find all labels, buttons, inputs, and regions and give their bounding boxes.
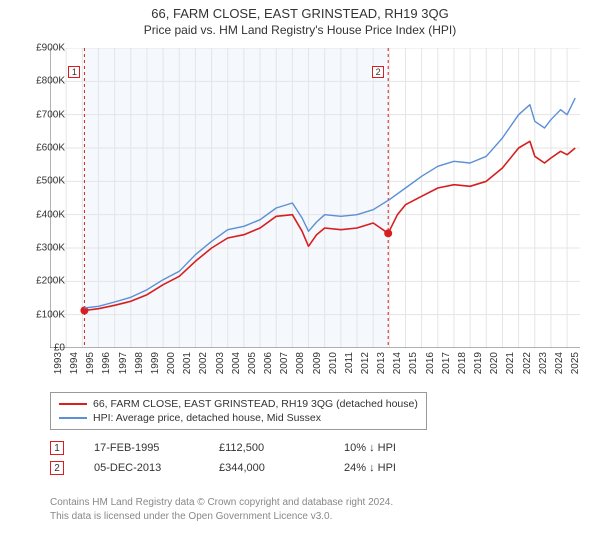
x-tick-label: 2014 xyxy=(392,352,403,374)
x-tick-label: 2004 xyxy=(231,352,242,374)
x-tick-label: 2024 xyxy=(554,352,565,374)
x-tick-label: 1997 xyxy=(118,352,129,374)
legend-label: HPI: Average price, detached house, Mid … xyxy=(93,412,321,424)
event-marker-icon: 1 xyxy=(50,441,64,455)
footnote-line-1: Contains HM Land Registry data © Crown c… xyxy=(50,496,393,510)
x-tick-label: 1995 xyxy=(85,352,96,374)
y-tick-label: £900K xyxy=(15,43,65,54)
chart-subtitle: Price paid vs. HM Land Registry's House … xyxy=(0,21,600,41)
y-tick-label: £800K xyxy=(15,76,65,87)
x-tick-label: 1993 xyxy=(53,352,64,374)
x-tick-label: 1996 xyxy=(101,352,112,374)
x-tick-label: 2006 xyxy=(263,352,274,374)
y-tick-label: £500K xyxy=(15,176,65,187)
x-tick-label: 2001 xyxy=(182,352,193,374)
legend: 66, FARM CLOSE, EAST GRINSTEAD, RH19 3QG… xyxy=(50,392,427,430)
chart-title: 66, FARM CLOSE, EAST GRINSTEAD, RH19 3QG xyxy=(0,0,600,21)
y-tick-label: £700K xyxy=(15,109,65,120)
event-date: 05-DEC-2013 xyxy=(94,462,189,474)
x-tick-label: 2005 xyxy=(247,352,258,374)
x-tick-label: 2013 xyxy=(376,352,387,374)
event-delta: 24% ↓ HPI xyxy=(344,462,439,474)
event-row: 2 05-DEC-2013 £344,000 24% ↓ HPI xyxy=(50,458,439,478)
event-delta: 10% ↓ HPI xyxy=(344,442,439,454)
chart-svg xyxy=(50,48,580,348)
event-price: £112,500 xyxy=(219,442,314,454)
x-tick-label: 2010 xyxy=(328,352,339,374)
y-tick-label: £200K xyxy=(15,276,65,287)
x-tick-label: 2008 xyxy=(295,352,306,374)
legend-label: 66, FARM CLOSE, EAST GRINSTEAD, RH19 3QG… xyxy=(93,398,418,410)
x-tick-label: 2020 xyxy=(489,352,500,374)
event-price: £344,000 xyxy=(219,462,314,474)
x-tick-label: 2002 xyxy=(198,352,209,374)
footnote-line-2: This data is licensed under the Open Gov… xyxy=(50,510,393,524)
x-tick-label: 2011 xyxy=(344,352,355,374)
x-tick-label: 2009 xyxy=(312,352,323,374)
y-tick-label: £600K xyxy=(15,143,65,154)
x-tick-label: 2007 xyxy=(279,352,290,374)
x-tick-label: 2019 xyxy=(473,352,484,374)
x-tick-label: 2003 xyxy=(215,352,226,374)
y-tick-label: £400K xyxy=(15,209,65,220)
event-row: 1 17-FEB-1995 £112,500 10% ↓ HPI xyxy=(50,438,439,458)
footnote: Contains HM Land Registry data © Crown c… xyxy=(50,496,393,523)
chart-container: 66, FARM CLOSE, EAST GRINSTEAD, RH19 3QG… xyxy=(0,0,600,560)
x-tick-label: 1998 xyxy=(134,352,145,374)
event-line-marker: 1 xyxy=(68,66,80,78)
event-line-marker: 2 xyxy=(372,66,384,78)
x-tick-label: 1994 xyxy=(69,352,80,374)
x-tick-label: 2016 xyxy=(425,352,436,374)
x-tick-label: 2015 xyxy=(408,352,419,374)
x-tick-label: 2022 xyxy=(522,352,533,374)
x-tick-label: 2017 xyxy=(441,352,452,374)
chart-plot-area xyxy=(50,48,580,348)
x-tick-label: 2012 xyxy=(360,352,371,374)
legend-item: 66, FARM CLOSE, EAST GRINSTEAD, RH19 3QG… xyxy=(59,397,418,411)
x-tick-label: 1999 xyxy=(150,352,161,374)
event-marker-icon: 2 xyxy=(50,461,64,475)
x-tick-label: 2018 xyxy=(457,352,468,374)
legend-item: HPI: Average price, detached house, Mid … xyxy=(59,411,418,425)
legend-swatch xyxy=(59,417,87,419)
x-tick-label: 2025 xyxy=(570,352,581,374)
y-tick-label: £300K xyxy=(15,243,65,254)
x-tick-label: 2021 xyxy=(505,352,516,374)
y-tick-label: £100K xyxy=(15,309,65,320)
legend-swatch xyxy=(59,403,87,405)
event-date: 17-FEB-1995 xyxy=(94,442,189,454)
event-table: 1 17-FEB-1995 £112,500 10% ↓ HPI 2 05-DEC-201… xyxy=(50,438,439,478)
x-tick-label: 2000 xyxy=(166,352,177,374)
x-tick-label: 2023 xyxy=(538,352,549,374)
